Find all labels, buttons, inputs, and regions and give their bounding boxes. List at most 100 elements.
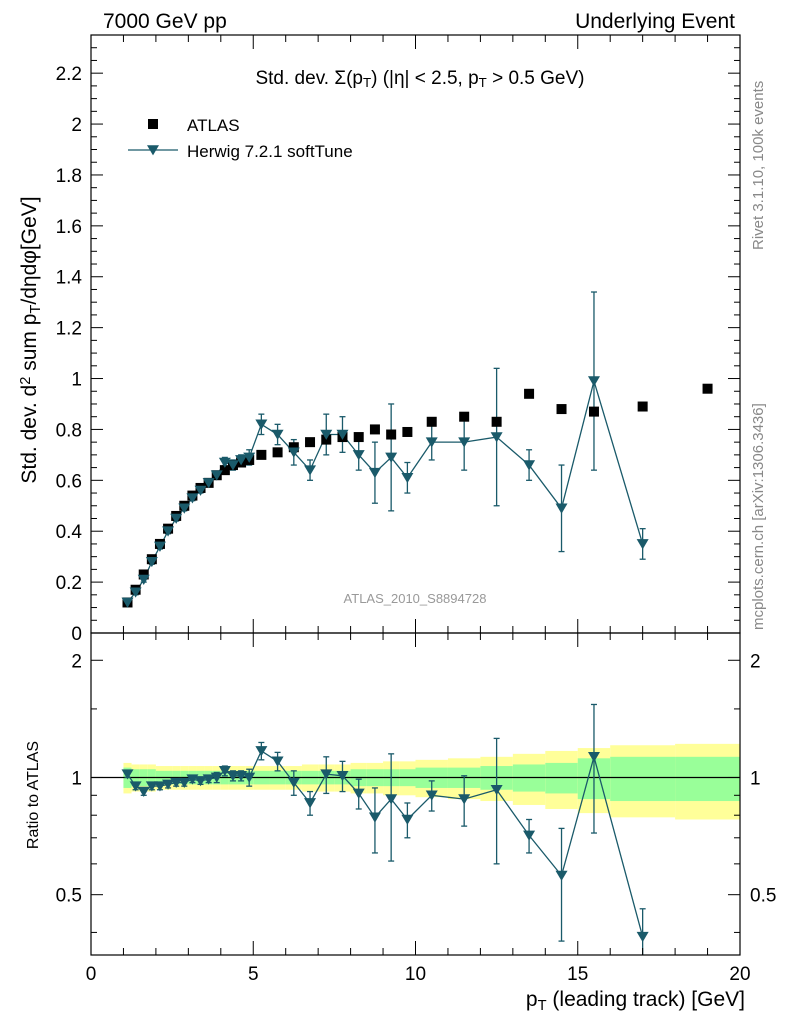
herwig-point	[458, 437, 471, 448]
ratio-y-tick-label-right: 0.5	[750, 886, 776, 907]
ratio-point	[425, 790, 438, 801]
legend-herwig-marker	[147, 145, 159, 156]
main-y-axis-label: Std. dev. d2 sum pT/dηdφ[GeV]	[18, 196, 44, 483]
ratio-band-inner	[675, 756, 740, 802]
x-axis-label: pT (leading track) [GeV]	[526, 988, 745, 1014]
herwig-point	[153, 541, 166, 552]
ratio-point	[137, 786, 150, 797]
herwig-point	[336, 429, 349, 440]
atlas-point	[353, 432, 364, 443]
ratio-band-inner	[610, 756, 676, 802]
atlas-point	[219, 465, 230, 476]
herwig-point	[202, 478, 215, 489]
mcplots-label: mcplots.cern.ch [arXiv:1306.3436]	[750, 403, 767, 630]
herwig-point	[178, 503, 191, 514]
x-tick-label: 20	[729, 964, 750, 985]
ratio-point	[255, 746, 268, 757]
ratio-y-tick-label: 2	[71, 651, 82, 672]
atlas-point	[402, 426, 413, 437]
ratio-point	[226, 770, 239, 782]
x-tick-label: 15	[567, 964, 588, 985]
ratio-band-inner	[545, 762, 578, 794]
analysis-watermark: ATLAS_2010_S8894728	[344, 591, 487, 606]
main-plot-area	[121, 291, 713, 608]
atlas-point	[386, 429, 397, 440]
herwig-point	[255, 419, 268, 430]
herwig-point	[226, 460, 239, 471]
herwig-point	[137, 574, 150, 585]
herwig-point	[170, 513, 183, 524]
herwig-point	[121, 597, 134, 608]
main-y-tick-label: 1.8	[56, 166, 82, 187]
herwig-point	[194, 485, 207, 496]
herwig-point	[287, 447, 300, 458]
main-x-axis	[90, 35, 741, 633]
atlas-point	[459, 411, 470, 422]
ratio-point	[218, 766, 231, 777]
herwig-point	[587, 376, 600, 387]
ratio-y-tick-label-right: 2	[750, 651, 761, 672]
herwig-point	[210, 470, 223, 481]
ratio-point	[352, 788, 365, 799]
legend-atlas-marker	[148, 119, 158, 129]
ratio-point	[170, 777, 183, 789]
atlas-point	[138, 569, 149, 580]
atlas-point	[256, 449, 267, 460]
ratio-point	[385, 794, 398, 805]
herwig-point	[145, 556, 158, 568]
herwig-point	[186, 493, 199, 504]
ratio-point	[121, 769, 134, 780]
ratio-point	[555, 870, 568, 881]
main-y-tick-label: 0.4	[56, 522, 83, 543]
herwig-point	[162, 526, 175, 537]
atlas-point	[369, 424, 380, 435]
ratio-point	[336, 770, 349, 782]
main-y-tick-label: 0	[71, 624, 82, 645]
ratio-y-tick-label: 0.5	[56, 886, 82, 907]
ratio-y-axis-label: Ratio to ATLAS	[25, 741, 42, 849]
atlas-point	[491, 416, 502, 427]
main-y-tick-label: 1.2	[56, 319, 82, 340]
herwig-point	[368, 467, 381, 479]
ratio-x-axis: 0 5 10 15 20	[86, 633, 751, 985]
plot-title: Std. dev. Σ(pT) (|η| < 2.5, pT > 0.5 GeV…	[255, 68, 584, 90]
header-right: Underlying Event	[575, 10, 735, 33]
legend-herwig-label: Herwig 7.2.1 softTune	[187, 142, 353, 161]
atlas-point	[288, 442, 299, 453]
ratio-y-axis: 0.5 0.5 1 1 2 2	[56, 651, 776, 933]
main-y-tick-label: 2	[71, 115, 82, 136]
ratio-point	[587, 752, 600, 763]
main-y-tick-label: 1.4	[56, 268, 83, 289]
herwig-point	[523, 460, 536, 471]
atlas-point	[588, 406, 599, 417]
ratio-point	[243, 772, 256, 783]
ratio-y-tick-label: 1	[71, 768, 82, 789]
ratio-point	[194, 776, 207, 787]
main-y-axis: 0 0.2 0.4 0.6 0.8 1 1.2 1.4 1.6 1.8 2 2.2	[56, 34, 740, 645]
ratio-y-tick-label-right: 1	[750, 768, 761, 789]
herwig-point	[425, 437, 438, 448]
herwig-point	[129, 587, 142, 598]
header-left: 7000 GeV pp	[103, 10, 227, 33]
ratio-point	[458, 794, 471, 805]
ratio-point	[636, 931, 649, 943]
atlas-point	[702, 383, 713, 394]
x-tick-label: 0	[86, 964, 97, 985]
x-tick-label: 10	[405, 964, 426, 985]
ratio-point	[153, 781, 166, 792]
legend: ATLAS Herwig 7.2.1 softTune	[128, 116, 353, 161]
ratio-point	[145, 781, 158, 792]
main-y-tick-label: 1.6	[56, 217, 82, 238]
herwig-point	[352, 450, 365, 461]
ratio-point	[271, 756, 284, 767]
herwig-point	[320, 429, 333, 440]
ratio-point	[210, 772, 223, 783]
herwig-point	[636, 539, 649, 550]
ratio-plot-area	[91, 703, 740, 955]
herwig-point	[243, 452, 256, 463]
ratio-point	[178, 777, 191, 789]
ratio-point	[304, 798, 317, 809]
herwig-point	[490, 432, 503, 443]
ratio-point	[401, 814, 414, 825]
